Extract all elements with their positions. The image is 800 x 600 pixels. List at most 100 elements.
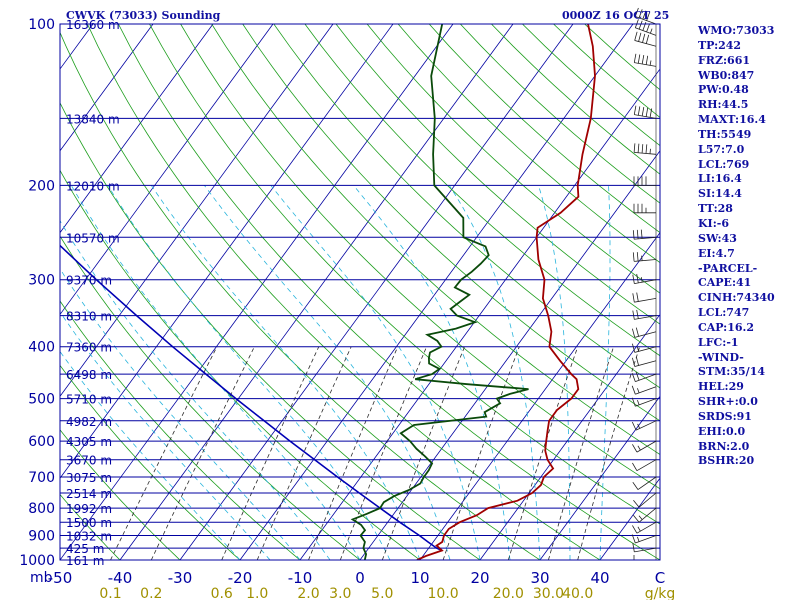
- index-item: CAP:16.2: [698, 320, 755, 334]
- index-item: CAPE:41: [698, 276, 752, 290]
- height-label: 425 m: [66, 542, 104, 556]
- index-item: TT:28: [698, 202, 733, 216]
- wind-barbs: [631, 7, 657, 561]
- wind-barb: [632, 542, 657, 553]
- wind-barb-half-flag: [649, 148, 651, 154]
- wind-barb: [633, 176, 656, 186]
- wind-barb-flag: [633, 105, 637, 115]
- index-item: WMO:73033: [698, 24, 775, 37]
- wind-barb-flag: [649, 108, 653, 118]
- wind-barb: [633, 143, 657, 155]
- mixing-ratio-tick-label: 0.2: [140, 586, 162, 600]
- wind-barb-half-flag: [637, 423, 641, 429]
- wind-barb-flag: [632, 293, 635, 303]
- mixing-ratio-tick-label: 3.0: [329, 586, 351, 600]
- wind-barb-flag: [632, 343, 636, 353]
- wind-barb-flag: [631, 397, 636, 407]
- mixing-ratio-tick-label: 30.0: [533, 586, 564, 600]
- index-item: HEL:29: [698, 380, 744, 394]
- wind-barb-flag: [632, 462, 638, 471]
- temperature-tick-label: C: [655, 569, 665, 587]
- wind-barb-staff: [635, 16, 657, 25]
- index-item: KI:-6: [698, 216, 729, 230]
- mixing-ratio-tick-label: 0.6: [211, 586, 233, 600]
- mixing-ratio-line: [221, 346, 320, 560]
- dry-adiabat-line: [87, 24, 601, 560]
- moist-adiabat-line: [60, 350, 241, 560]
- temperature-tick-label: 0: [355, 569, 365, 587]
- wind-barb-flag: [631, 385, 636, 395]
- temperature-trace: [416, 24, 596, 560]
- index-item: LI:16.4: [698, 172, 742, 186]
- index-item: LCL:747: [698, 306, 750, 320]
- isotherm-line: [60, 24, 394, 479]
- isotherm-line: [60, 24, 274, 316]
- observation-time: 0000Z 16 OCT 25: [562, 9, 670, 22]
- dry-adiabat-line: [118, 24, 660, 560]
- wind-barb-half-flag: [640, 277, 643, 283]
- moist-adiabat-line: [270, 185, 481, 560]
- height-label: 2514 m: [66, 487, 112, 501]
- wind-barb-half-flag: [650, 28, 653, 34]
- wind-barb-half-flag: [637, 526, 641, 532]
- moist-adiabat-line: [599, 185, 611, 560]
- wind-barb-flag: [632, 310, 635, 320]
- index-item: SW:43: [698, 231, 737, 245]
- wind-barb-half-flag: [637, 399, 640, 405]
- height-label: 1992 m: [66, 502, 112, 516]
- wind-barb: [632, 327, 657, 338]
- index-item: BSHR:20: [698, 454, 755, 468]
- pressure-tick-label: 400: [28, 340, 55, 356]
- wind-barb-flag: [641, 107, 645, 117]
- height-label: 8310 m: [66, 310, 112, 324]
- pressure-tick-label: 900: [28, 529, 55, 545]
- wind-barb-flag: [631, 421, 637, 431]
- wind-barb-staff: [635, 535, 657, 544]
- wind-barb-flag: [631, 534, 636, 544]
- wind-barb-flag: [632, 230, 635, 240]
- wind-barb-staff: [634, 40, 657, 47]
- wind-barb-flag: [637, 143, 640, 153]
- mixing-ratio-unit-label: g/kg: [645, 586, 676, 600]
- wind-barb-staff: [635, 420, 657, 431]
- wind-barb: [632, 229, 657, 240]
- mixing-ratio-line: [150, 346, 255, 560]
- height-label: 1032 m: [66, 530, 112, 544]
- wind-barb: [632, 309, 657, 320]
- temperature-tick-label: 30: [530, 569, 549, 587]
- wind-barb-flag: [632, 542, 635, 552]
- index-item: SHR+:0.0: [698, 395, 758, 409]
- wind-barb-staff: [635, 27, 657, 36]
- station-title: CWVK (73033) Sounding: [66, 9, 221, 22]
- isotherm-line: [60, 24, 214, 234]
- index-item: TP:242: [698, 38, 742, 52]
- pressure-tick-label: 1000: [19, 553, 55, 569]
- isotherm-line: [419, 231, 660, 560]
- wind-barb-flag: [636, 252, 639, 262]
- wind-barb-flag: [632, 481, 639, 490]
- wind-barb-half-flag: [638, 515, 643, 520]
- wind-barb-flag: [632, 525, 638, 534]
- wind-barb-flag: [642, 33, 646, 43]
- wind-barb-staff: [634, 114, 657, 119]
- parcel-trace: [60, 244, 443, 552]
- index-item: STM:35/14: [698, 365, 765, 379]
- wind-barb-flag: [638, 9, 643, 18]
- wind-barb: [632, 273, 657, 284]
- temperature-tick-label: -10: [288, 569, 313, 587]
- wind-barb-half-flag: [641, 255, 643, 261]
- mixing-ratio-tick-label: 10.0: [428, 586, 459, 600]
- wind-barb-flag: [634, 31, 638, 41]
- dry-adiabat-line: [60, 169, 421, 560]
- sounding-profiles: [60, 24, 596, 560]
- wind-barb: [631, 371, 657, 382]
- moist-adiabat-line: [60, 268, 301, 560]
- height-label: 161 m: [66, 554, 104, 568]
- wind-barb: [632, 343, 657, 353]
- pressure-tick-label: 600: [28, 434, 55, 450]
- isotherm-line: [539, 395, 660, 560]
- wind-barb: [631, 385, 657, 395]
- wind-barb-flag: [636, 273, 639, 283]
